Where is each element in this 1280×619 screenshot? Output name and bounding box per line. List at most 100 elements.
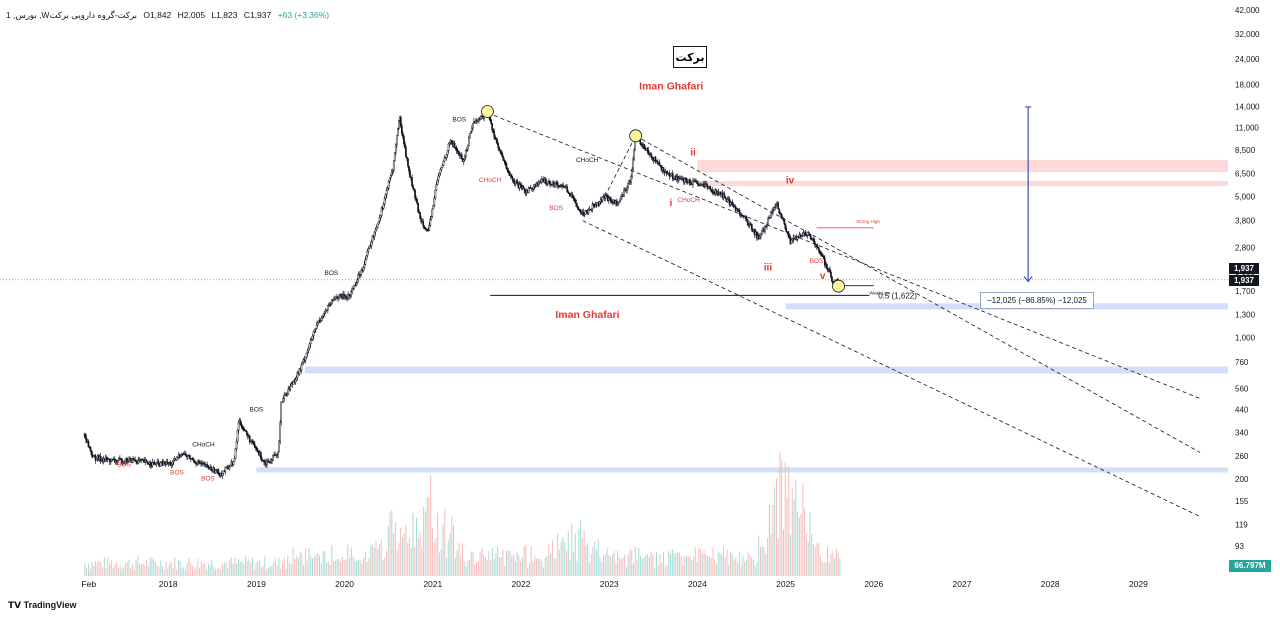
candle-body [626,187,628,191]
volume-bar [714,559,716,576]
volume-bar [371,544,373,576]
volume-bar [691,560,693,576]
candle-body [151,461,154,467]
candle-body [596,202,599,206]
candle-body [402,133,404,137]
candle-body [315,324,318,329]
volume-bar [608,555,610,576]
volume-bar [200,561,202,576]
candle-body [322,312,325,317]
volume-bar [694,547,696,576]
volume-bar [687,555,689,576]
volume-bar [133,569,135,576]
volume-bar [373,547,375,576]
volume-bar [701,553,703,576]
volume-bar [553,558,555,576]
y-tick-label: 24,000 [1235,55,1260,64]
candle-body [793,238,796,241]
volume-bar [507,550,509,576]
volume-bar [483,554,485,576]
candle-body [357,274,360,281]
candle-body [192,458,194,461]
volume-bar [788,466,790,576]
candle-body [433,197,436,206]
candle-body [236,430,239,443]
candle-body [401,126,403,134]
change-value: +63 (+3.36%) [277,10,330,20]
volume-bar [652,554,654,576]
volume-bar [311,558,313,576]
symbol-name[interactable]: 1 ,بورس ,Wبرکت-گروه دارویی برکت [6,10,138,20]
candle-body [643,144,646,149]
candle-body [591,204,594,210]
volume-bar [142,563,144,576]
volume-bar [326,562,328,576]
candle-body [87,440,90,448]
volume-bar [733,559,735,576]
volume-bar [333,561,335,576]
volume-bar [802,483,804,576]
candle-body [738,210,741,215]
volume-bar [280,568,282,576]
volume-bar [795,479,797,576]
candle-body [393,152,396,162]
candle-body [198,460,200,464]
volume-bar [273,561,275,576]
volume-bar [431,528,433,576]
volume-bar [130,568,132,576]
candle-body [363,264,366,268]
candle-body [109,460,112,463]
candle-body [606,194,609,201]
volume-bar [354,560,356,576]
candle-body [416,199,418,204]
candle-body [440,167,443,170]
volume-bar [349,558,351,576]
volume-bar [576,560,578,576]
tradingview-logo[interactable]: 𝗧𝗩 TradingView [8,600,76,611]
volume-bar [765,553,767,576]
candle-body [780,212,783,218]
candle-body [428,225,431,231]
candle-body [547,181,549,185]
y-tick-label: 440 [1235,406,1249,415]
volume-bar [222,563,224,576]
candle-body [175,456,178,461]
candle-body [705,183,708,186]
candle-body [669,174,672,177]
candle-body [310,339,313,341]
candle-body [498,147,501,150]
candle-body [501,153,504,158]
candle-body [710,189,713,191]
annotation-label: BOS [325,270,339,277]
candle-body [390,171,393,176]
volume-bar [657,565,659,576]
candle-body [460,154,463,160]
candle-body [330,303,332,305]
candle-body [137,459,140,464]
candle-body [456,150,459,152]
candle-body [450,139,453,144]
symbol-header: 1 ,بورس ,Wبرکت-گروه دارویی برکت O1,842 H… [6,10,333,21]
candle-body [305,352,308,358]
candle-body [788,235,791,238]
volume-bar [500,557,502,576]
volume-bar [364,551,366,576]
candle-body [383,198,386,205]
volume-bar [721,554,723,576]
candle-body [311,335,314,340]
candle-body [687,181,689,184]
candle-body [414,190,416,199]
volume-bar [647,554,649,576]
volume-bar [597,539,599,576]
volume-bar [551,539,553,576]
volume-bar [338,558,340,576]
volume-bar [557,533,559,576]
candle-body [654,156,657,162]
volume-bar [472,552,474,576]
volume-bar [195,566,197,576]
volume-bar [440,549,442,576]
volume-bar [165,561,167,576]
candle-body [334,298,336,300]
candle-body [582,211,585,215]
